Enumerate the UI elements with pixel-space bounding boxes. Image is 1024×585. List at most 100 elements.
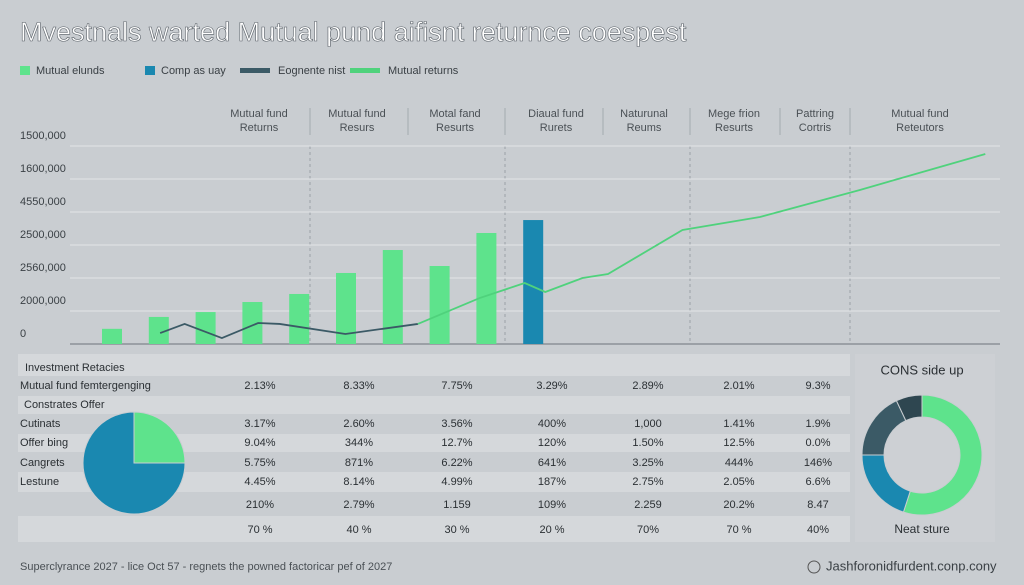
column-label: Pattring xyxy=(796,108,834,120)
bar xyxy=(289,293,310,344)
bar xyxy=(382,250,403,344)
line xyxy=(417,153,986,325)
table-cell: 6.6% xyxy=(805,476,830,488)
bar xyxy=(476,232,497,344)
donut-slice xyxy=(902,394,983,516)
y-tick-label: 4550,000 xyxy=(20,196,66,208)
pie-slice xyxy=(82,411,186,515)
table-cell: 1.41% xyxy=(723,418,754,430)
column-label: Resurts xyxy=(715,122,753,134)
footer-right: Jashforonidfurdent.conp.cony xyxy=(826,558,997,573)
y-tick-label: 2560,000 xyxy=(20,262,66,274)
table-cell: 210% xyxy=(246,499,274,511)
row-label: Mutual fund femtergenging xyxy=(20,380,151,392)
column-label: Reums xyxy=(627,122,662,134)
table-cell: 1.9% xyxy=(805,418,830,430)
column-label: Motal fand xyxy=(429,108,480,120)
table-cell: 3.29% xyxy=(536,380,567,392)
legend-label: Comp as uay xyxy=(161,65,226,77)
table-cell: 70 % xyxy=(247,524,272,536)
table-cell: 641% xyxy=(538,457,566,469)
column-label: Resurts xyxy=(436,122,474,134)
table-cell: 12.5% xyxy=(723,437,754,449)
table-cell: 344% xyxy=(345,437,373,449)
legend-label: Mutual elunds xyxy=(36,65,105,77)
legend-label: Eognente nist xyxy=(278,65,345,77)
table-cell: 2.01% xyxy=(723,380,754,392)
table-cell: 12.7% xyxy=(441,437,472,449)
column-label: Mutual fund xyxy=(230,108,287,120)
column-label: Naturunal xyxy=(620,108,668,120)
table-cell: 1.159 xyxy=(443,499,471,511)
table-cell: 4.45% xyxy=(244,476,275,488)
column-label: Reteutors xyxy=(896,122,944,134)
bar xyxy=(102,328,122,344)
column-label: Cortris xyxy=(799,122,832,134)
legend-swatch xyxy=(145,66,155,75)
bar xyxy=(148,316,169,344)
column-label: Rurets xyxy=(540,122,573,134)
column-label: Diaual fund xyxy=(528,108,584,120)
row-label: Lestune xyxy=(20,476,59,488)
table-cell: 4.99% xyxy=(441,476,472,488)
column-label: Mutual fund xyxy=(328,108,385,120)
table-cell: 40 % xyxy=(346,524,371,536)
table-cell: 8.33% xyxy=(343,380,374,392)
table-cell: 2.89% xyxy=(632,380,663,392)
table-cell: 3.56% xyxy=(441,418,472,430)
table-cell: 5.75% xyxy=(244,457,275,469)
column-label: Resurs xyxy=(340,122,375,134)
table-cell: 2.259 xyxy=(634,499,662,511)
table-cell: 70 % xyxy=(726,524,751,536)
row-label: Cangrets xyxy=(20,457,65,469)
table-cell: 2.60% xyxy=(343,418,374,430)
row-label: Cutinats xyxy=(20,418,61,430)
table-title: Investment Retacies xyxy=(25,362,125,374)
table-cell: 2.79% xyxy=(343,499,374,511)
table-cell: 30 % xyxy=(444,524,469,536)
table-cell: 3.17% xyxy=(244,418,275,430)
table-cell: 109% xyxy=(538,499,566,511)
y-tick-label: 1500,000 xyxy=(20,130,66,142)
table-cell: 7.75% xyxy=(441,380,472,392)
table-cell: 120% xyxy=(538,437,566,449)
table-cell: 2.05% xyxy=(723,476,754,488)
bar xyxy=(242,302,263,344)
column-label: Returns xyxy=(240,122,279,134)
header-dividers xyxy=(309,108,851,135)
table-cell: 9.3% xyxy=(805,380,830,392)
page-title: Mvestnals warted Mutual pund aifisnt ret… xyxy=(20,17,687,47)
table-cell: 444% xyxy=(725,457,753,469)
table-cell: 400% xyxy=(538,418,566,430)
table-cell: 0.0% xyxy=(805,437,830,449)
table-cell: 70% xyxy=(637,524,659,536)
legend-swatch xyxy=(20,66,30,75)
bar xyxy=(429,265,450,344)
table-cell: 871% xyxy=(345,457,373,469)
table-bands xyxy=(18,354,850,542)
table-cell: 20.2% xyxy=(723,499,754,511)
table-section: Constrates Offer xyxy=(24,399,105,411)
table-cell: 2.75% xyxy=(632,476,663,488)
column-label: Mege frion xyxy=(708,108,760,120)
line xyxy=(159,322,419,340)
table-cell: 8.14% xyxy=(343,476,374,488)
column-label: Mutual fund xyxy=(891,108,948,120)
pie-slice xyxy=(133,411,186,464)
table-cell: 40% xyxy=(807,524,829,536)
table-cell: 146% xyxy=(804,457,832,469)
table-cell: 2.13% xyxy=(244,380,275,392)
bar xyxy=(195,312,216,344)
table-cell: 3.25% xyxy=(632,457,663,469)
y-tick-label: 2500,000 xyxy=(20,229,66,241)
row-label: Offer bing xyxy=(20,437,68,449)
table-cell: 8.47 xyxy=(807,499,828,511)
y-tick-label: 1600,000 xyxy=(20,163,66,175)
bar xyxy=(523,220,544,344)
table-cell: 1,000 xyxy=(634,418,662,430)
donut-slice xyxy=(895,394,923,422)
table-cell: 20 % xyxy=(539,524,564,536)
table-cell: 187% xyxy=(538,476,566,488)
